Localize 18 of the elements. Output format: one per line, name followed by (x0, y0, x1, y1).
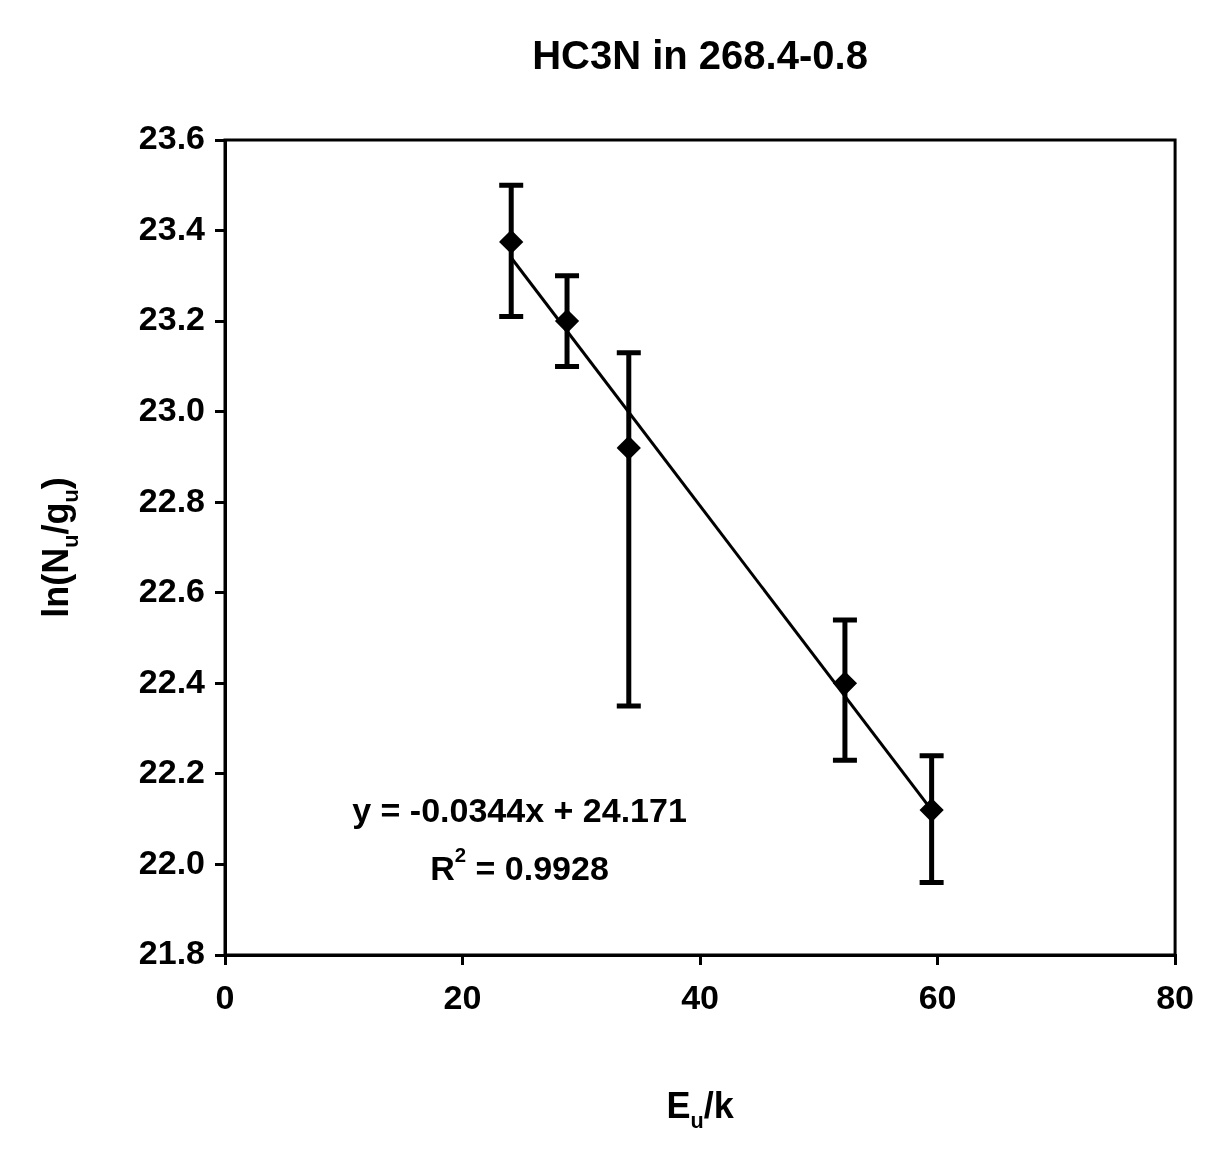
x-tick-label: 40 (681, 977, 719, 1016)
y-tick-label: 21.8 (138, 933, 205, 972)
y-tick-label: 23.4 (138, 208, 206, 247)
annotation: y = -0.0344x + 24.171 (352, 790, 687, 829)
y-tick-label: 23.2 (138, 299, 205, 338)
y-tick-label: 22.2 (138, 752, 205, 791)
y-axis-title: ln(Nu/gu) (34, 477, 84, 618)
y-tick-label: 22.4 (138, 661, 206, 700)
chart-title: HC3N in 268.4-0.8 (532, 33, 868, 78)
y-tick-label: 22.6 (138, 571, 205, 610)
y-tick-label: 22.0 (138, 842, 205, 881)
y-tick-label: 23.6 (138, 118, 205, 157)
y-tick-label: 22.8 (138, 480, 205, 519)
x-tick-label: 20 (443, 977, 482, 1016)
y-tick-label: 23.0 (138, 390, 205, 429)
x-tick-label: 60 (918, 977, 957, 1016)
x-tick-label: 0 (215, 977, 235, 1016)
x-tick-label: 80 (1156, 977, 1194, 1016)
